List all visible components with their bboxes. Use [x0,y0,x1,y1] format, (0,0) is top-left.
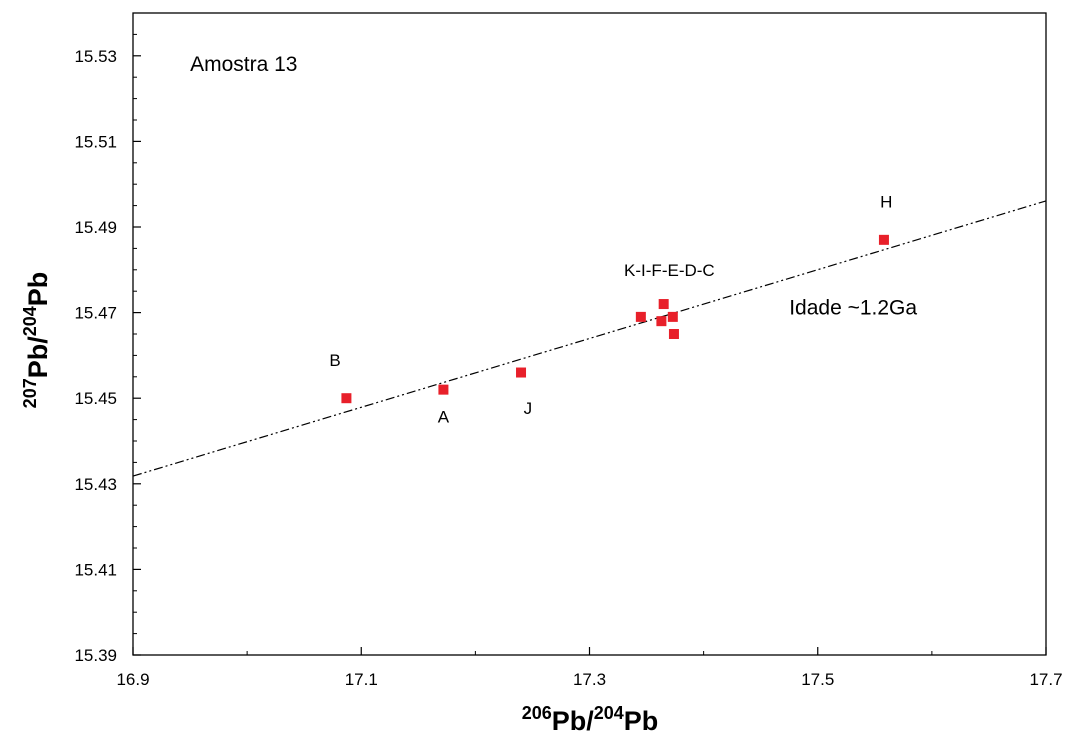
x-axis-title-sup2: 204 [594,703,624,723]
age-annotation: Idade ~1.2Ga [789,297,917,320]
y-axis-title-base1: Pb/ [23,336,53,379]
regression-line [132,200,1047,477]
x-axis-title: 206Pb/204Pb [522,703,659,736]
point-label: A [438,408,450,427]
chart-marks: B A J K-I-F-E-D-C H Amostra 13 Idade ~1.2Ga [132,53,1047,477]
plot-frame [132,12,1047,656]
y-axis-title-sup1: 207 [20,378,40,408]
point-label: B [329,351,340,370]
x-tick-label: 17.1 [345,670,378,689]
x-tick-label: 17.7 [1029,670,1062,689]
x-axis-title-base1: Pb/ [552,706,595,736]
sample-annotation: Amostra 13 [190,53,297,76]
y-tick-label: 15.45 [74,389,117,408]
data-point-6 [667,311,678,322]
y-tick-label: 15.51 [74,132,117,151]
point-label: J [524,399,533,418]
data-point-1 [438,384,449,395]
x-tick-label: 17.5 [801,670,834,689]
y-tick-label: 15.41 [74,560,117,579]
data-point-4 [656,316,667,327]
y-tick-label: 15.47 [74,304,117,323]
y-tick-label: 15.49 [74,218,117,237]
data-point-8 [878,234,889,245]
data-point-2 [516,367,527,378]
y-tick-label: 15.53 [74,47,117,66]
x-axis-title-sup1: 206 [522,703,552,723]
data-point-7 [668,329,679,339]
x-tick-label: 17.3 [573,670,606,689]
y-axis-title-base2: Pb [23,272,53,307]
y-tick-label: 15.43 [74,475,117,494]
point-label: K-I-F-E-D-C [624,261,715,280]
y-axis-title: 207Pb/204Pb [20,272,53,409]
data-point-5 [658,299,669,310]
data-point-3 [635,311,646,322]
x-axis-title-base2: Pb [624,706,659,736]
x-tick-label: 16.9 [116,670,149,689]
y-axis-title-sup2: 204 [20,306,40,336]
point-label: H [880,193,892,212]
axes: 15.39 15.41 15.43 15.45 15.47 15.49 15.51 15.53… [74,12,1063,689]
y-tick-label: 15.39 [74,646,117,665]
data-point-0 [341,393,352,404]
